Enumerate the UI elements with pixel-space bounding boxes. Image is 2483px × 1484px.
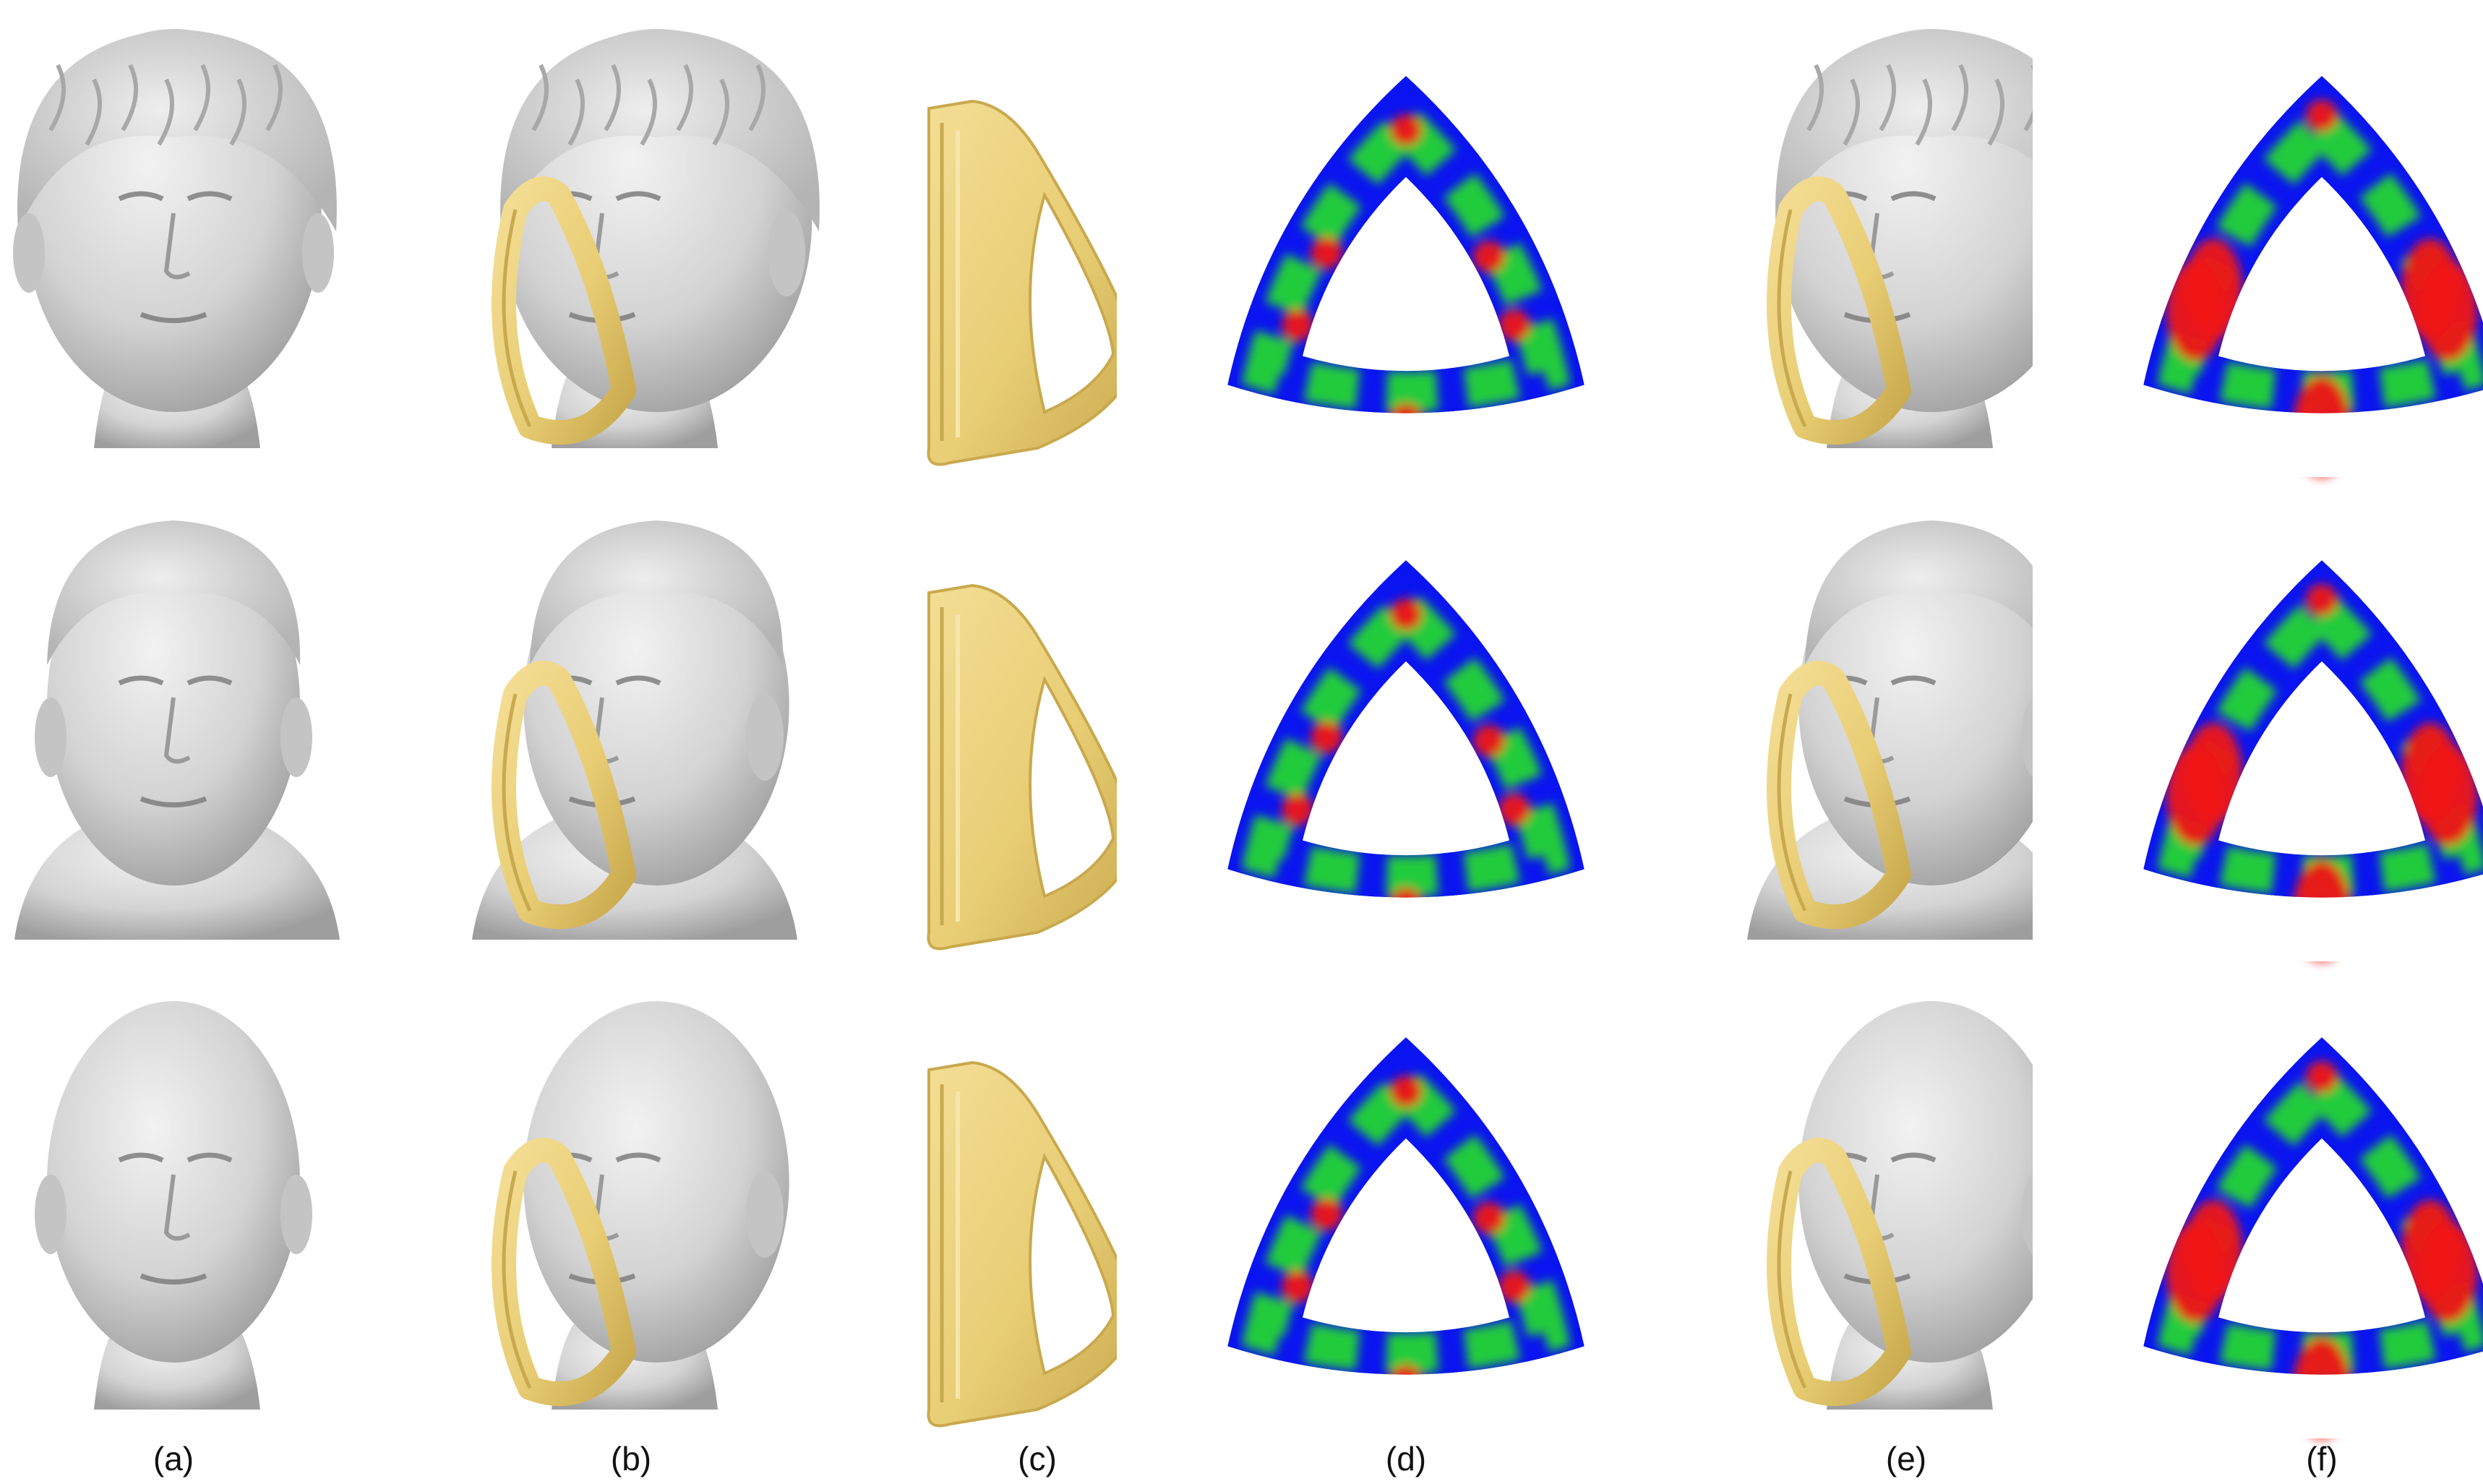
head-render-icon-row2-b [472,520,797,940]
mask-render-icon-row2-c [927,583,1141,951]
column-label-a: (a) [153,1440,194,1477]
pressure-map-icon-row2-f [2033,499,2483,961]
column-label-f: (f) [2306,1440,2338,1477]
head-render-icon-row2-a [14,520,340,940]
pressure-map-icon-row2-d [1117,499,1695,961]
head-render-icon-row3-a [35,1001,312,1410]
pressure-map-icon-row1-d [1117,14,1695,477]
head-render-icon-row3-b [492,1001,789,1410]
head-render-icon-row2-e [1747,520,2072,940]
head-render-icon-row1-b [492,29,820,448]
column-label-d: (d) [1385,1440,1427,1477]
column-label-c: (c) [1018,1440,1057,1477]
pressure-map-icon-row3-f [2033,976,2483,1438]
column-label-e: (e) [1885,1440,1927,1477]
mask-render-icon-row3-c [927,1060,1141,1428]
pressure-map-icon-row3-d [1117,976,1695,1438]
column-label-b: (b) [610,1440,652,1477]
head-render-icon-row3-e [1767,1001,2064,1410]
pressure-map-icon-row1-f [2033,14,2483,477]
head-render-icon-row1-a [13,29,337,448]
mask-render-icon-row1-c [927,99,1141,466]
